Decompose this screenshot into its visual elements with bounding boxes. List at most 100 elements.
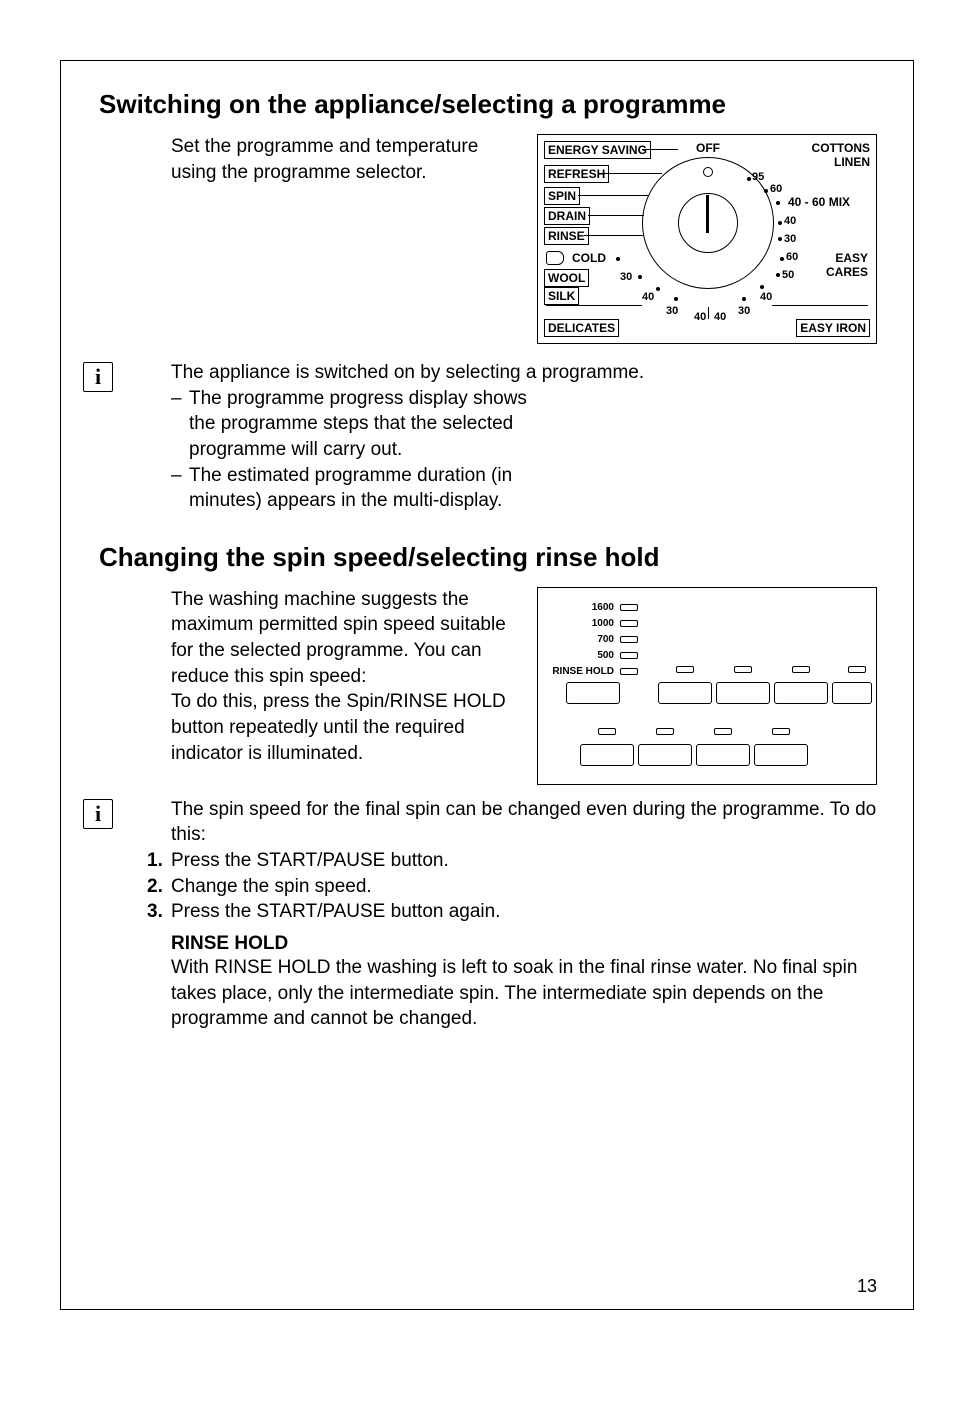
dial-spin: SPIN xyxy=(544,187,580,205)
led-icon xyxy=(620,604,638,611)
dial-tick xyxy=(776,201,780,205)
panel-button xyxy=(832,682,872,704)
dial-temp-60b: 60 xyxy=(786,251,798,263)
panel-button xyxy=(696,744,750,766)
section1-body: Set the programme and temperature using … xyxy=(171,134,877,514)
led-icon xyxy=(676,666,694,673)
spin-panel-diagram: 1600 1000 700 500 RINSE HOLD xyxy=(537,587,877,785)
led-icon xyxy=(848,666,866,673)
dial-cottons: COTTONS xyxy=(812,141,870,155)
section2-intro: The washing machine suggests the maximum… xyxy=(171,587,519,690)
heading-switching-on: Switching on the appliance/selecting a p… xyxy=(99,89,877,120)
dial-temp-95: 95 xyxy=(752,171,764,183)
dial-cares: CARES xyxy=(826,265,868,279)
dial-tick xyxy=(747,177,751,181)
dial-line xyxy=(708,307,709,319)
handwash-icon xyxy=(546,251,564,265)
dial-wool: WOOL xyxy=(544,269,589,287)
info-icon xyxy=(83,362,113,392)
dial-drain: DRAIN xyxy=(544,207,590,225)
dial-tick xyxy=(616,257,620,261)
dial-tick xyxy=(760,285,764,289)
dial-temp-30d: 30 xyxy=(620,271,632,283)
panel-button xyxy=(638,744,692,766)
dial-tick xyxy=(656,287,660,291)
spin-500: 500 xyxy=(550,650,614,661)
dial-easy: EASY xyxy=(835,251,868,265)
dial-rinse: RINSE xyxy=(544,227,589,245)
step-num: 3. xyxy=(147,899,171,925)
manual-page: Switching on the appliance/selecting a p… xyxy=(60,60,914,1310)
led-icon xyxy=(620,652,638,659)
section2-step3: Press the START/PAUSE button again. xyxy=(171,899,501,925)
dial-line xyxy=(584,235,644,236)
led-icon xyxy=(620,636,638,643)
dial-temp-30: 30 xyxy=(784,233,796,245)
dial-mix: 40 - 60 MIX xyxy=(788,195,850,209)
dash: – xyxy=(171,463,189,514)
panel-button xyxy=(716,682,770,704)
info-icon xyxy=(83,799,113,829)
led-icon xyxy=(734,666,752,673)
led-icon xyxy=(656,728,674,735)
dial-temp-30c: 30 xyxy=(738,305,750,317)
step-num: 1. xyxy=(147,848,171,874)
dial-silk: SILK xyxy=(544,287,579,305)
dial-pointer xyxy=(706,195,709,233)
section1-bullet1: The programme progress display shows the… xyxy=(189,386,531,463)
panel-button xyxy=(566,682,620,704)
programme-dial-diagram: OFF ENERGY SAVING REFRESH SPIN DRAIN RIN… xyxy=(537,134,877,344)
dial-easy-iron: EASY IRON xyxy=(796,319,870,337)
led-icon xyxy=(620,668,638,675)
dial-line xyxy=(578,195,648,196)
dial-off-mark xyxy=(703,167,713,177)
dial-tick xyxy=(776,273,780,277)
dial-temp-30b: 30 xyxy=(666,305,678,317)
dial-tick xyxy=(764,189,768,193)
dial-tick xyxy=(780,257,784,261)
section1-intro: Set the programme and temperature using … xyxy=(171,134,519,185)
panel-button xyxy=(658,682,712,704)
dial-off-label: OFF xyxy=(696,141,720,155)
spin-700: 700 xyxy=(550,634,614,645)
led-icon xyxy=(714,728,732,735)
dial-line xyxy=(546,305,642,306)
section2-instr: To do this, press the Spin/RINSE HOLD bu… xyxy=(171,689,519,766)
dash: – xyxy=(171,386,189,463)
dial-cold: COLD xyxy=(572,251,606,265)
dial-tick xyxy=(674,297,678,301)
dial-energy-saving: ENERGY SAVING xyxy=(544,141,651,159)
dial-delicates: DELICATES xyxy=(544,319,619,337)
dial-tick xyxy=(778,221,782,225)
dial-temp-60: 60 xyxy=(770,183,782,195)
panel-button xyxy=(774,682,828,704)
rinse-hold-heading: RINSE HOLD xyxy=(171,933,877,955)
led-icon xyxy=(620,620,638,627)
dial-temp-40d: 40 xyxy=(694,311,706,323)
section2-step1: Press the START/PAUSE button. xyxy=(171,848,449,874)
heading-spin-speed: Changing the spin speed/selecting rinse … xyxy=(99,542,877,573)
dial-line xyxy=(772,305,868,306)
section2-body: The washing machine suggests the maximum… xyxy=(171,587,877,1032)
section2-step2: Change the spin speed. xyxy=(171,874,372,900)
dial-line xyxy=(600,173,662,174)
dial-tick xyxy=(778,237,782,241)
spin-1000: 1000 xyxy=(550,618,614,629)
led-icon xyxy=(772,728,790,735)
dial-line xyxy=(642,149,678,150)
spin-rinse-hold: RINSE HOLD xyxy=(550,666,614,677)
dial-linen: LINEN xyxy=(834,155,870,169)
dial-tick xyxy=(638,275,642,279)
led-icon xyxy=(598,728,616,735)
dial-temp-50: 50 xyxy=(782,269,794,281)
page-number: 13 xyxy=(857,1276,877,1297)
led-icon xyxy=(792,666,810,673)
dial-tick xyxy=(742,297,746,301)
step-num: 2. xyxy=(147,874,171,900)
section1-bullet2: The estimated programme duration (in min… xyxy=(189,463,531,514)
dial-temp-40e: 40 xyxy=(642,291,654,303)
panel-button xyxy=(754,744,808,766)
dial-temp-40b: 40 xyxy=(760,291,772,303)
section1-note: The appliance is switched on by selectin… xyxy=(171,360,877,386)
rinse-hold-text: With RINSE HOLD the washing is left to s… xyxy=(171,955,877,1032)
